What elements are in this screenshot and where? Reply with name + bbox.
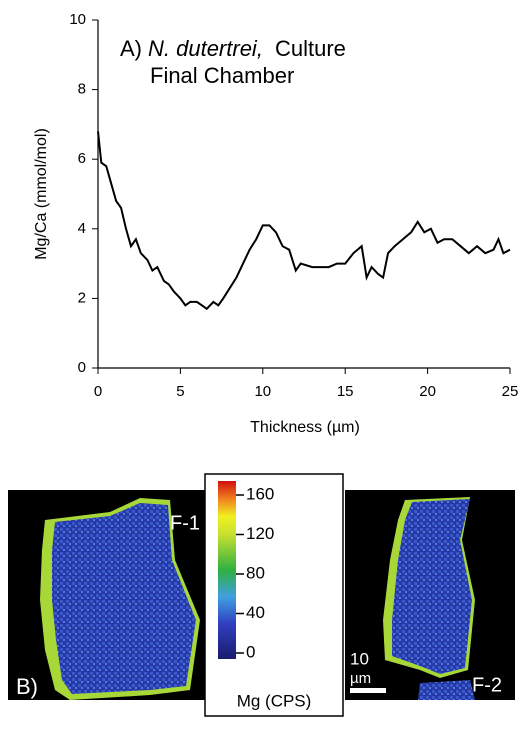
x-tick-label: 25 [502,383,519,400]
y-tick-label: 2 [78,289,86,306]
x-tick-label: 0 [94,383,102,400]
colorbar-tick-label: 120 [246,524,274,543]
scale-bar-unit: µm [350,670,371,687]
title-label: A) [120,36,142,61]
y-tick-label: 0 [78,359,86,376]
x-tick-label: 15 [337,383,354,400]
y-tick-label: 6 [78,150,86,167]
colorbar [218,481,236,659]
y-tick-label: 4 [78,220,86,237]
title-species: N. dutertrei, [148,36,263,61]
colorbar-tick-label: 160 [246,484,274,503]
x-tick-label: 10 [254,383,271,400]
x-tick-label: 20 [419,383,436,400]
map-right-lower [418,680,475,700]
scale-bar [350,688,386,693]
colorbar-tick-label: 0 [246,642,255,661]
scale-bar-value: 10 [350,649,369,668]
y-axis-label: Mg/Ca (mmol/mol) [33,128,50,260]
title-line2: Final Chamber [150,63,294,88]
map-left [52,503,196,694]
panel-label: B) [16,674,38,699]
map-right [392,499,472,674]
y-tick-label: 10 [69,11,86,28]
colorbar-tick-label: 80 [246,563,265,582]
title-rest: Culture [275,36,346,61]
y-tick-label: 8 [78,81,86,98]
colorbar-label: Mg (CPS) [237,691,312,710]
x-tick-label: 5 [176,383,184,400]
colorbar-tick-label: 40 [246,603,265,622]
left-map-label: F-1 [170,512,200,534]
x-axis-label: Thickness (µm) [250,419,360,436]
right-map-label: F-2 [472,674,502,696]
data-line [97,131,511,311]
